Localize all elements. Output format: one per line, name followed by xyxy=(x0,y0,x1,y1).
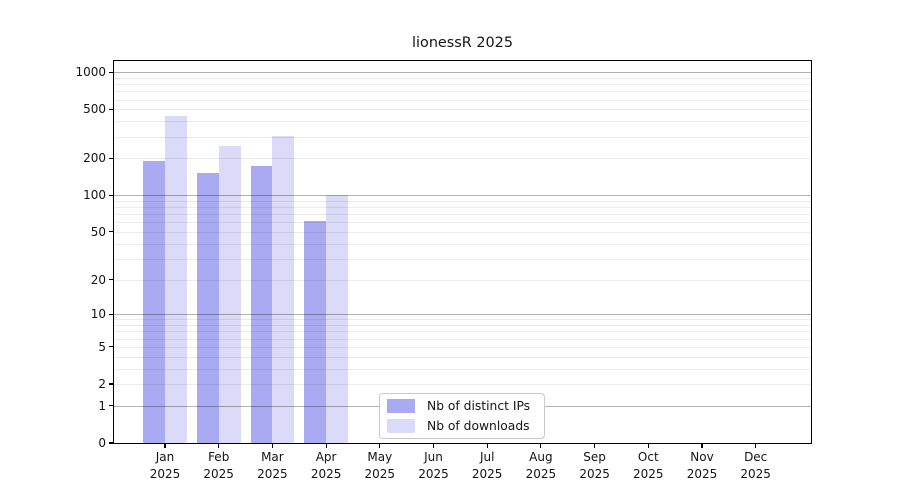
minor-gridline-70 xyxy=(114,214,811,216)
y-tick-label-5: 5 xyxy=(98,339,106,354)
x-tick-label-apr: Apr 2025 xyxy=(310,450,342,481)
legend-item-downloads: Nb of downloads xyxy=(380,416,544,436)
x-tick-label-jan: Jan 2025 xyxy=(149,450,181,481)
x-tick-label-feb: Feb 2025 xyxy=(203,450,234,481)
minor-gridline-80 xyxy=(114,207,811,209)
legend-item-distinct-ips: Nb of distinct IPs xyxy=(380,396,544,416)
legend-swatch-distinct-ips xyxy=(387,399,415,413)
minor-gridline-3 xyxy=(114,368,811,370)
y-tick-1000 xyxy=(109,71,113,73)
x-tick-label-jul: Jul 2025 xyxy=(471,450,503,481)
minor-gridline-60 xyxy=(114,222,811,224)
minor-gridline-8 xyxy=(114,325,811,326)
y-tick-label-1000: 1000 xyxy=(75,65,106,80)
major-gridline-10 xyxy=(114,314,811,316)
y-tick-500 xyxy=(109,108,113,110)
x-tick-label-nov: Nov 2025 xyxy=(686,450,718,481)
x-tick-oct xyxy=(647,444,649,448)
y-tick-label-1: 1 xyxy=(98,398,106,413)
minor-gridline-500 xyxy=(114,109,811,111)
x-tick-nov xyxy=(701,444,703,448)
legend: Nb of distinct IPs Nb of downloads xyxy=(379,393,545,439)
x-tick-mar xyxy=(271,444,273,448)
x-tick-label-dec: Dec 2025 xyxy=(740,450,771,481)
bar-distinct-ips-apr xyxy=(304,220,327,443)
minor-gridline-90 xyxy=(114,200,811,202)
x-tick-label-oct: Oct 2025 xyxy=(633,450,664,481)
chart-title: lionessR 2025 xyxy=(412,35,513,51)
x-tick-feb xyxy=(218,444,220,448)
minor-gridline-40 xyxy=(114,243,811,245)
minor-gridline-9 xyxy=(114,319,811,321)
x-tick-sep xyxy=(594,444,596,448)
x-tick-label-aug: Aug 2025 xyxy=(525,450,557,481)
minor-gridline-900 xyxy=(114,77,811,79)
x-tick-jan xyxy=(164,444,166,448)
y-tick-50 xyxy=(109,231,113,233)
y-tick-1 xyxy=(109,405,113,407)
major-gridline-1000 xyxy=(114,72,811,74)
minor-gridline-200 xyxy=(114,158,811,160)
bar-distinct-ips-mar xyxy=(250,166,273,443)
x-tick-may xyxy=(379,444,381,448)
y-tick-10 xyxy=(109,313,113,315)
bar-downloads-feb xyxy=(218,146,241,443)
minor-gridline-6 xyxy=(114,338,811,340)
minor-gridline-2 xyxy=(114,384,811,385)
y-tick-label-0: 0 xyxy=(98,436,106,450)
minor-gridline-7 xyxy=(114,331,811,333)
plot-area xyxy=(114,61,811,443)
minor-gridline-700 xyxy=(114,91,811,93)
major-gridline-100 xyxy=(114,195,811,197)
minor-gridline-30 xyxy=(114,258,811,260)
x-tick-label-mar: Mar 2025 xyxy=(257,450,288,481)
x-tick-label-may: May 2025 xyxy=(364,450,396,481)
minor-gridline-4 xyxy=(114,356,811,358)
y-tick-5 xyxy=(109,346,113,348)
y-tick-label-100: 100 xyxy=(83,188,106,203)
y-tick-label-200: 200 xyxy=(83,151,106,166)
x-tick-dec xyxy=(755,444,757,448)
minor-gridline-600 xyxy=(114,99,811,101)
legend-label-downloads: Nb of downloads xyxy=(427,419,530,433)
bar-downloads-apr xyxy=(326,195,349,443)
y-tick-label-2: 2 xyxy=(98,377,106,391)
legend-label-distinct-ips: Nb of distinct IPs xyxy=(427,399,531,413)
x-tick-apr xyxy=(325,444,327,448)
x-tick-jul xyxy=(486,444,488,448)
minor-gridline-300 xyxy=(114,136,811,138)
y-tick-label-10: 10 xyxy=(90,307,106,322)
x-tick-label-sep: Sep 2025 xyxy=(579,450,610,481)
y-tick-label-20: 20 xyxy=(90,272,106,287)
x-tick-jun xyxy=(432,444,435,448)
minor-gridline-20 xyxy=(114,279,811,281)
minor-gridline-800 xyxy=(114,84,811,86)
y-tick-2 xyxy=(109,383,113,385)
minor-gridline-50 xyxy=(114,231,811,233)
y-tick-200 xyxy=(109,157,113,159)
minor-gridline-400 xyxy=(114,121,811,123)
y-tick-100 xyxy=(109,194,113,196)
minor-gridline-5 xyxy=(114,346,811,348)
y-tick-20 xyxy=(109,279,113,281)
bar-distinct-ips-jan xyxy=(143,161,165,443)
y-tick-0 xyxy=(109,442,113,444)
bar-downloads-mar xyxy=(272,136,295,443)
bar-downloads-jan xyxy=(165,115,187,443)
y-tick-label-50: 50 xyxy=(90,224,106,239)
legend-swatch-downloads xyxy=(387,419,415,433)
x-tick-aug xyxy=(540,444,542,448)
x-tick-label-jun: Jun 2025 xyxy=(418,450,449,481)
y-tick-label-500: 500 xyxy=(83,102,106,117)
bar-distinct-ips-feb xyxy=(197,172,219,443)
